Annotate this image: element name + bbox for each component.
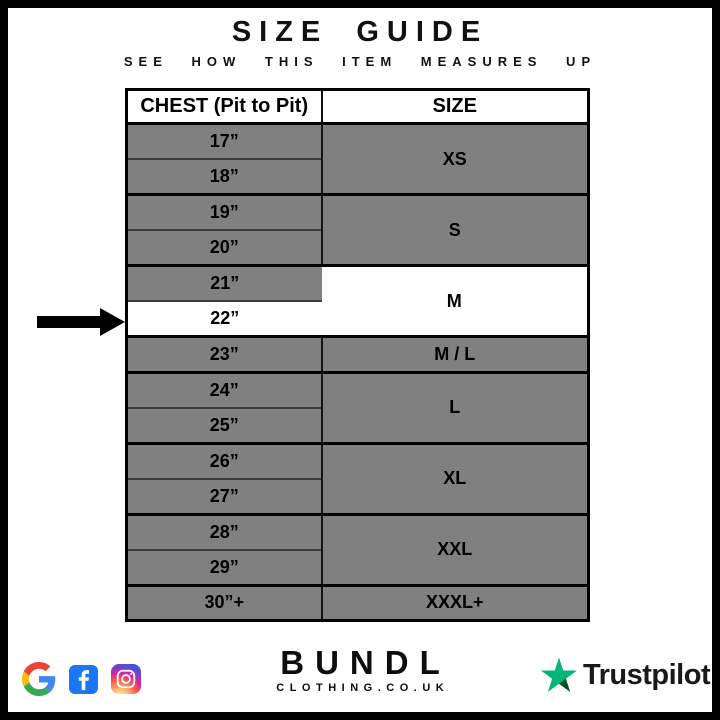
chest-cell: 19” — [126, 193, 323, 230]
table-row: 26” XL — [126, 441, 589, 514]
size-table-container: CHEST (Pit to Pit) SIZE 17” XS 18” 19” S 20” 2… — [125, 88, 590, 622]
size-cell: S — [321, 193, 589, 266]
size-cell: M — [321, 264, 589, 337]
size-cell: L — [321, 370, 589, 443]
table-row: 24” L — [126, 370, 589, 443]
chest-cell: 26” — [126, 441, 323, 479]
brand-tagline: CLOTHING.CO.UK — [276, 682, 450, 694]
size-cell: XXL — [321, 512, 589, 585]
table-row: 19” S — [126, 193, 589, 266]
facebook-icon — [69, 664, 98, 694]
brand-name: BUNDL — [280, 644, 451, 681]
trustpilot-logo: Trustpilot — [540, 657, 711, 694]
size-table-body: 17” XS 18” 19” S 20” 21” M 22” 23” M / L 24” L 25” 26”… — [126, 122, 589, 621]
social-icons — [22, 662, 141, 696]
table-row: 21” M — [126, 264, 589, 337]
chest-cell: 18” — [126, 158, 323, 195]
chest-cell: 17” — [126, 122, 323, 159]
chest-cell: 29” — [126, 548, 323, 585]
table-row: 20” — [126, 229, 589, 266]
table-row: 17” XS — [126, 122, 589, 195]
chest-cell: 20” — [126, 229, 323, 266]
table-row: 25” — [126, 406, 589, 443]
trustpilot-wordmark: Trustpilot — [583, 659, 711, 691]
table-row: 22” — [126, 300, 589, 337]
page-title: SIZE GUIDE — [231, 16, 489, 48]
trustpilot-star-icon — [540, 657, 578, 692]
chest-cell: 28” — [126, 512, 323, 550]
brand-logo: BUNDL CLOTHING.CO.UK — [0, 646, 720, 694]
table-header-row: CHEST (Pit to Pit) SIZE — [126, 89, 589, 125]
chest-header-cell: CHEST (Pit to Pit) — [126, 89, 323, 125]
table-row: 29” — [126, 548, 589, 585]
size-cell: XXXL+ — [321, 583, 589, 621]
table-row: 27” — [126, 477, 589, 514]
chest-cell: 25” — [126, 406, 323, 443]
instagram-icon — [111, 664, 141, 694]
chest-cell: 23” — [126, 335, 323, 372]
size-header-cell: SIZE — [321, 89, 589, 125]
table-row: 30”+ XXXL+ — [126, 583, 589, 621]
table-row: 23” M / L — [126, 335, 589, 372]
table-row: 18” — [126, 158, 589, 195]
arrow-icon — [37, 308, 125, 336]
google-icon — [22, 662, 56, 696]
chest-cell: 27” — [126, 477, 323, 514]
page-subtitle: SEE HOW THIS ITEM MEASURES UP — [123, 54, 597, 69]
chest-cell: 21” — [126, 264, 322, 301]
chest-cell: 24” — [126, 370, 323, 408]
size-cell: XL — [321, 441, 589, 514]
chest-cell: 22” — [126, 300, 322, 337]
chest-cell: 30”+ — [126, 583, 323, 621]
size-table: CHEST (Pit to Pit) SIZE 17” XS 18” 19” S 20” 2… — [125, 88, 590, 622]
size-cell: M / L — [321, 335, 589, 372]
size-cell: XS — [321, 122, 589, 195]
table-row: 28” XXL — [126, 512, 589, 585]
